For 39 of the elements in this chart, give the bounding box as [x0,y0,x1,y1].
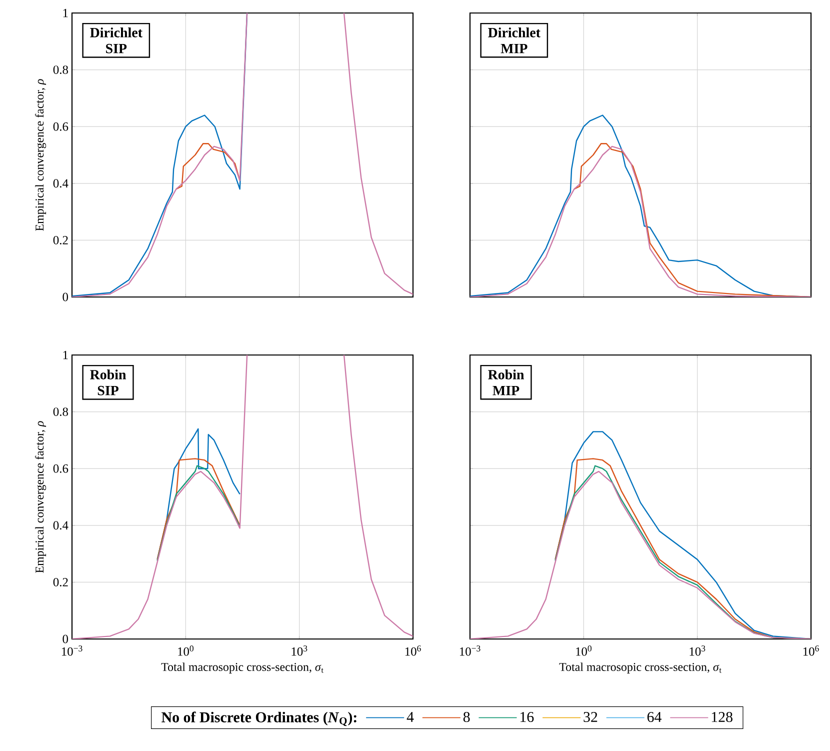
y-tick-label: 0.6 [53,122,68,131]
y-tick-label: 0.4 [53,179,68,188]
annotation: Dirichlet [488,28,540,38]
x-tick-label: 10$^{3}$ [292,646,308,656]
x-axis-title: Total macrosopic cross-section, σ$_{t}$ [559,662,722,674]
legend-label: 32 [584,712,598,722]
y-axis-title: Empirical convergence factor, ρ [35,79,46,231]
legend-label: 4 [406,712,414,722]
annotation: Robin [488,370,524,380]
annotation: MIP [500,44,528,54]
y-tick-label: 1 [63,8,68,18]
y-tick-label: 0.8 [53,66,68,74]
legend-label: 128 [712,712,732,722]
x-tick-label: 10$^{−3}$ [460,646,480,656]
annotation: MIP [492,386,520,396]
legend-label: 8 [463,712,470,722]
legend-title: No of Discrete Ordinates (N$_{Q}$): [162,712,356,726]
y-tick-label: 0.2 [53,236,68,244]
y-tick-label: 0.4 [53,521,68,530]
x-tick-label: 10$^{3}$ [690,646,706,656]
annotation: Dirichlet [90,28,142,38]
x-tick-label: 10$^{6}$ [803,646,819,656]
y-tick-label: 0.2 [53,578,68,586]
x-tick-label: 10$^{−3}$ [62,646,82,656]
annotation: SIP [98,386,118,396]
y-tick-label: 0.6 [53,464,68,473]
legend-label: 64 [647,712,662,722]
annotation: Robin [90,370,126,380]
x-tick-label: 10$^{6}$ [405,646,421,656]
x-tick-label: 10$^{0}$ [178,646,194,656]
y-axis-title: Empirical convergence factor, ρ [35,421,46,573]
y-tick-label: 1 [63,350,68,360]
y-tick-label: 0 [62,292,68,302]
annotation: SIP [106,44,127,54]
x-tick-label: 10$^{0}$ [576,646,592,656]
y-tick-label: 0 [62,634,68,644]
legend-label: 16 [520,712,534,722]
x-axis-title: Total macrosopic cross-section, σ$_{t}$ [161,662,324,674]
y-tick-label: 0.8 [53,408,68,416]
